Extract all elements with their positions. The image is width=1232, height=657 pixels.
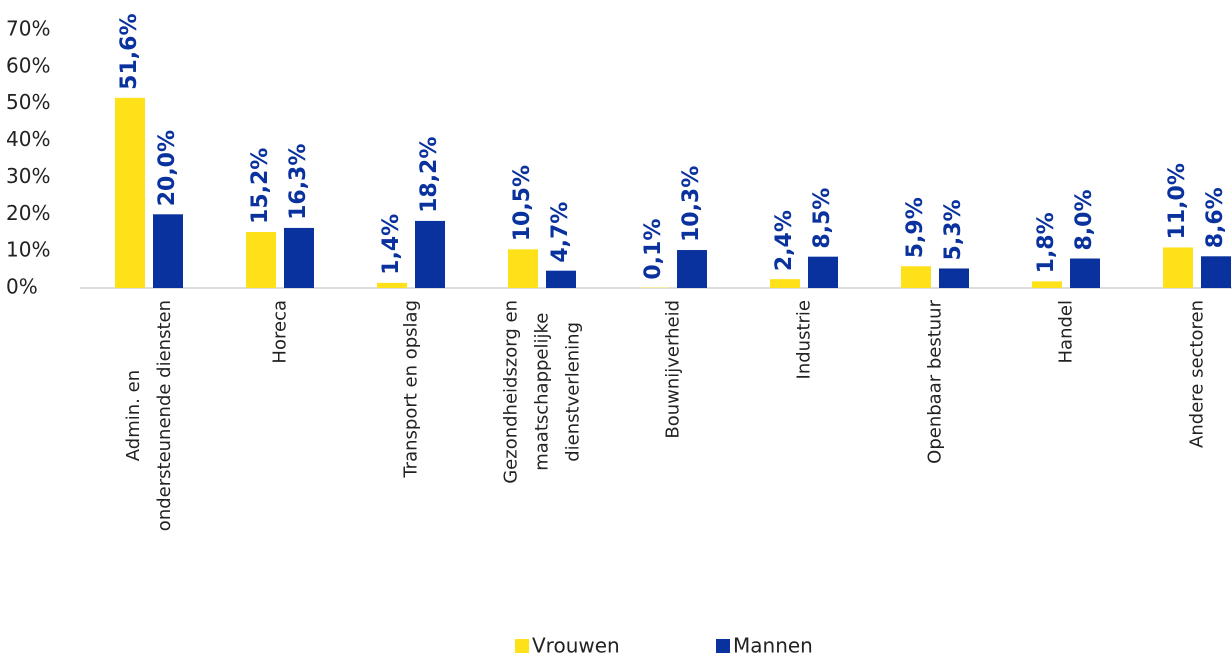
bar [1032,281,1062,288]
bar [377,282,407,288]
y-tick-label: 20% [6,201,50,225]
legend-swatch [515,639,529,653]
bar [677,250,707,288]
x-tick-label: Openbaar bestuur [924,300,946,464]
data-label: 1,4% [379,214,404,275]
y-tick-label: 0% [6,275,38,299]
y-tick-label: 70% [6,17,50,41]
y-tick-label: 60% [6,53,50,77]
bar [246,231,276,288]
x-tick-label: Gezondheidszorg en maatschappelijke dien… [500,300,584,484]
data-label: 8,5% [810,188,835,249]
bar [153,214,183,288]
legend-swatch [716,639,730,653]
data-label: 10,3% [679,166,704,242]
bar [1201,256,1231,288]
x-tick-label: Handel [1055,300,1077,364]
bar [284,227,314,288]
data-label: 5,9% [903,197,928,258]
y-tick-label: 40% [6,127,50,151]
y-tick-label: 50% [6,90,50,114]
data-label: 2,4% [772,210,797,271]
data-label: 8,6% [1203,187,1228,248]
x-tick-label: Transport en opslag [400,300,422,478]
bar [1070,258,1100,288]
bar [770,279,800,288]
legend-label: Mannen [733,634,813,657]
x-tick-label: Admin. en ondersteunende diensten [123,300,175,532]
x-tick-label: Horeca [269,300,291,364]
bar [1163,247,1193,288]
data-label: 15,2% [248,148,273,224]
data-label: 0,1% [641,219,666,280]
data-label: 1,8% [1034,212,1059,273]
data-label: 20,0% [155,130,180,206]
data-label: 51,6% [117,13,142,89]
y-tick-label: 30% [6,164,50,188]
x-tick-label: Industrie [793,300,815,380]
data-label: 4,7% [548,202,573,263]
bar [939,268,969,288]
legend-label: Vrouwen [532,634,620,657]
data-label: 16,3% [286,144,311,220]
data-label: 5,3% [941,199,966,260]
bar [508,249,538,288]
bar [415,220,445,288]
x-tick-label: Andere sectoren [1186,300,1208,448]
bar [808,256,838,288]
x-tick-label: Bouwnijverheid [662,300,684,439]
bar [546,270,576,288]
data-label: 10,5% [510,165,535,241]
data-label: 18,2% [417,137,442,213]
y-tick-label: 10% [6,238,50,262]
data-label: 8,0% [1072,189,1097,250]
bar [115,97,145,289]
bar [901,266,931,288]
data-label: 11,0% [1165,163,1190,239]
